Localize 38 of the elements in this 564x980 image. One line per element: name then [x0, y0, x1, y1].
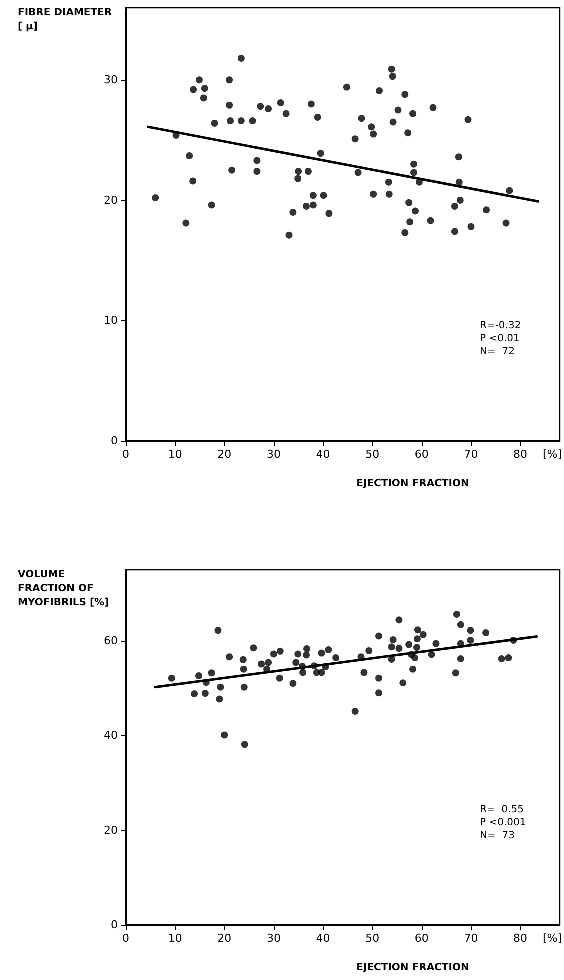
annotation: P <0.01	[480, 334, 520, 344]
x-tick-label: 40	[316, 448, 330, 461]
x-tick-label: 30	[266, 932, 281, 945]
y-axis-title: VOLUME FRACTION OF MYOFIBRILS [%]	[18, 570, 110, 608]
x-tick-label: 50	[366, 932, 380, 945]
x-tick-label: 40	[316, 932, 330, 945]
x-axis-title: EJECTION FRACTION	[356, 478, 470, 490]
x-tick-label: 20	[218, 932, 232, 945]
y-tick-label: 40	[104, 729, 118, 742]
x-tick-label: 0	[122, 448, 130, 461]
annotation: R= 0.55	[480, 804, 524, 816]
y-tick-label: 10	[104, 314, 118, 328]
x-tick-label: 70	[464, 932, 478, 945]
x-axis-title: EJECTION FRACTION	[356, 962, 470, 974]
x-tick-label: 60	[414, 932, 429, 945]
annotation: N= 73	[480, 830, 515, 842]
x-tick-label: 80	[514, 932, 528, 945]
y-tick-label: 0	[111, 434, 118, 448]
y-axis-title: FIBRE DIAMETER [ μ]	[18, 8, 116, 32]
x-tick-label: 10	[168, 448, 182, 461]
y-tick-label: 60	[104, 634, 118, 648]
x-tick-label: 10	[168, 932, 182, 945]
y-tick-label: 0	[111, 918, 118, 932]
x-tick-label: 50	[366, 448, 380, 461]
x-tick-label: 20	[218, 448, 232, 461]
annotation: N= 72	[480, 346, 515, 358]
annotation: R=-0.32	[480, 320, 522, 332]
x-tick-label: 30	[266, 448, 281, 461]
y-tick-label: 20	[104, 194, 118, 207]
text: [%]	[542, 932, 562, 945]
x-tick-label: 80	[514, 448, 528, 461]
y-tick-label: 20	[104, 824, 118, 837]
x-tick-label: 60	[414, 448, 429, 461]
x-tick-label: 70	[464, 448, 478, 461]
y-tick-label: 30	[104, 74, 118, 87]
text: [%]	[542, 448, 562, 461]
annotation: P <0.001	[480, 818, 526, 828]
x-tick-label: 0	[122, 932, 130, 945]
